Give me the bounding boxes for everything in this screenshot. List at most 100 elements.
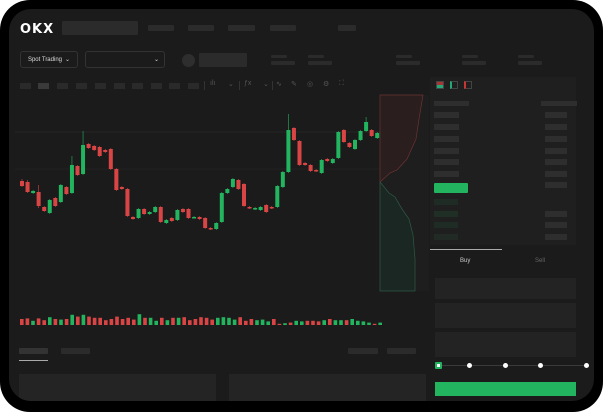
candle [247,206,252,209]
interval-button[interactable] [151,83,162,89]
interval-button[interactable] [95,83,106,89]
candle [364,117,369,132]
slider-step[interactable] [538,363,543,368]
tab-order-history[interactable] [61,348,90,354]
interval-button[interactable] [114,83,125,89]
volume-bar [339,320,343,325]
orderbook-bids-icon[interactable] [450,81,458,89]
slider-track[interactable] [439,365,589,366]
volume-bar [109,319,114,325]
candle [192,216,197,219]
volume-bar [260,319,265,325]
column-header [434,101,469,106]
bid-amount [545,234,567,240]
candle-body [347,143,352,147]
market-select[interactable]: Spot Trading ⌄ [20,51,78,68]
candle [103,149,108,153]
settings-icon[interactable]: ⚙ [323,81,330,88]
coin-icon [182,54,195,67]
candle [253,207,258,210]
filter-button[interactable] [348,348,378,354]
amount-input[interactable] [435,303,576,328]
candle [169,217,174,222]
order-book [430,77,577,245]
total-input[interactable] [435,332,576,357]
bid-price[interactable] [434,234,458,240]
candle-body [86,144,91,148]
interval-button-active[interactable] [38,83,49,89]
filter-button[interactable] [387,348,416,354]
candle-type-icon[interactable]: ılı [210,80,216,87]
ask-price[interactable] [434,148,459,154]
candle-body [53,198,58,206]
volume-bar [126,317,130,325]
candle-body [36,192,41,206]
nav-item[interactable] [148,25,174,31]
slider-handle[interactable] [435,362,442,369]
slider-step[interactable] [467,363,472,368]
tab-buy[interactable]: Buy [460,258,471,264]
interval-button[interactable] [188,83,199,89]
nav-item[interactable] [228,25,255,31]
ask-price[interactable] [434,159,459,165]
tab-sell[interactable]: Sell [535,258,546,264]
ask-price[interactable] [434,171,459,177]
interval-button[interactable] [132,83,143,89]
candle [303,162,308,166]
ask-price[interactable] [434,112,459,118]
candle [119,186,124,190]
interval-button[interactable] [169,83,180,89]
candlestick-chart[interactable] [9,9,594,339]
pair-select[interactable]: ⌄ [85,51,165,68]
camera-icon[interactable]: ◎ [307,81,314,88]
candle [81,131,86,175]
candle [158,206,163,223]
volume-bar [300,321,304,325]
slider-step[interactable] [584,363,589,368]
column-header [541,101,577,106]
stat-label [271,55,287,58]
indicator-icon[interactable]: ƒx [244,80,252,87]
line-tool-icon[interactable]: ∿ [276,81,282,88]
interval-button[interactable] [57,83,68,89]
candle [131,216,135,220]
bid-price[interactable] [434,211,458,217]
search-bar[interactable] [62,21,138,35]
bid-price[interactable] [434,222,458,228]
volume-bar [76,316,80,325]
candle [42,206,47,212]
okx-logo[interactable]: OKX [20,22,55,37]
nav-item[interactable] [188,25,214,31]
orderbook-asks-icon[interactable] [464,81,472,89]
candle [125,188,130,217]
candle-body [47,200,52,213]
stat-value [308,61,332,65]
candle [341,129,346,143]
candle [75,165,80,176]
buy-button[interactable] [435,382,576,396]
candle-body [64,187,69,194]
stat-label [462,55,478,58]
slider-step[interactable] [503,363,508,368]
orderbook-both-icon[interactable] [436,81,444,89]
bid-price[interactable] [434,199,458,205]
candle-body [103,150,108,152]
nav-item[interactable] [338,25,356,31]
draw-tool-icon[interactable]: ✎ [291,81,297,88]
chevron-down-icon[interactable]: ⌄ [228,81,234,88]
interval-button[interactable] [20,83,31,89]
bid-amount [545,211,567,217]
candle [242,183,246,207]
interval-button[interactable] [76,83,87,89]
market-select-label: Spot Trading [27,56,62,63]
nav-item[interactable] [270,25,296,31]
chevron-down-icon[interactable]: ⌄ [263,81,269,88]
candle-body [314,170,319,172]
candle [69,156,74,194]
price-input[interactable] [435,278,576,299]
ask-price[interactable] [434,136,459,142]
tab-open-orders[interactable] [19,348,48,354]
ask-price[interactable] [434,124,459,130]
fullscreen-icon[interactable]: ⛶ [339,80,344,87]
